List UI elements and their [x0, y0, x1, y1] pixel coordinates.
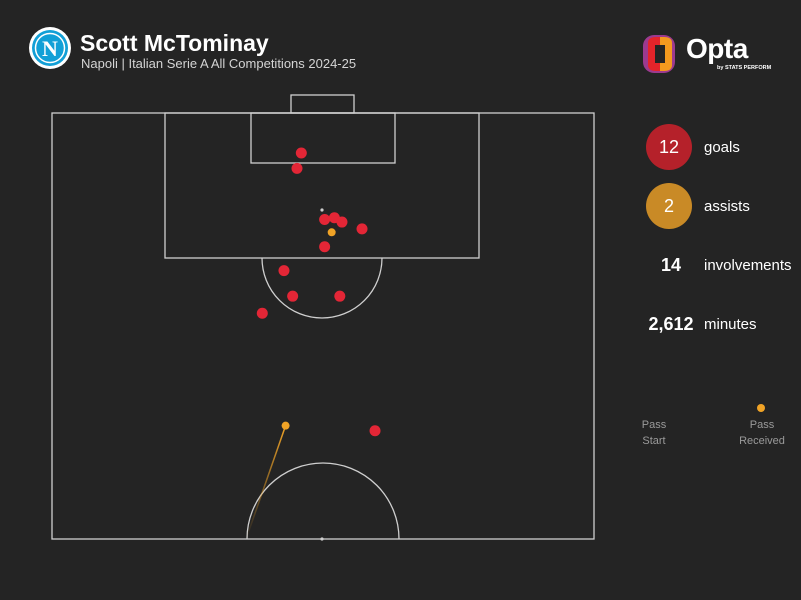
- stat-value-assists: 2: [646, 183, 692, 229]
- goal-point-7: [319, 241, 331, 253]
- stat-label-involvements: involvements: [704, 256, 792, 274]
- chart-subtitle: Napoli | Italian Serie A All Competition…: [81, 56, 357, 71]
- penalty-area: [164, 112, 480, 259]
- stat-label-minutes: minutes: [704, 315, 757, 333]
- badge-letter: N: [42, 36, 58, 61]
- goal-point-8: [278, 265, 290, 277]
- goal-point-1: [295, 147, 307, 159]
- goal-point-4: [336, 216, 348, 228]
- napoli-badge-icon: N: [29, 27, 71, 69]
- six-yard-box: [250, 112, 396, 164]
- chart-title: Scott McTominay: [80, 30, 269, 56]
- assist-pass-line-2: [245, 425, 287, 540]
- goal-frame: [290, 94, 355, 114]
- stat-label-assists: assists: [704, 197, 750, 215]
- centre-spot: [320, 537, 324, 541]
- stat-value-involvements: 14: [660, 254, 682, 275]
- penalty-arc: [261, 257, 383, 319]
- pass-received-label: Pass Received: [739, 419, 785, 447]
- opta-logo: Opta by STATS PERFORM: [640, 33, 771, 75]
- assist-point-1: [327, 228, 336, 237]
- stat-value-goals: 12: [646, 124, 692, 170]
- opta-logo-icon: [643, 35, 675, 73]
- pass-legend-line: [650, 404, 765, 412]
- assist-point-2: [281, 421, 290, 430]
- centre-circle: [246, 462, 400, 540]
- penalty-spot: [320, 208, 324, 212]
- goal-point-9: [334, 290, 346, 302]
- goal-point-12: [369, 425, 381, 437]
- stat-value-minutes: 2,612: [648, 313, 694, 334]
- opta-logo-subtext: by STATS PERFORM: [717, 65, 772, 71]
- stat-involvements: 14 involvements: [646, 242, 801, 288]
- goal-point-6: [356, 223, 368, 235]
- stat-label-goals: goals: [704, 138, 740, 156]
- pass-start-label: Pass Start: [641, 419, 667, 447]
- opta-logo-text: Opta: [686, 33, 748, 64]
- goal-point-11: [256, 307, 268, 319]
- pass-received-marker: [757, 404, 765, 412]
- pass-legend: Pass Start Pass Received: [630, 395, 800, 455]
- stat-minutes: 2,612 minutes: [646, 301, 801, 347]
- goal-point-2: [291, 162, 303, 174]
- goal-point-10: [287, 290, 299, 302]
- pitch-outline: [51, 112, 595, 540]
- stat-assists: 2 assists: [646, 183, 801, 229]
- stat-goals: 12 goals: [646, 124, 801, 170]
- goal-point-5: [319, 214, 331, 225]
